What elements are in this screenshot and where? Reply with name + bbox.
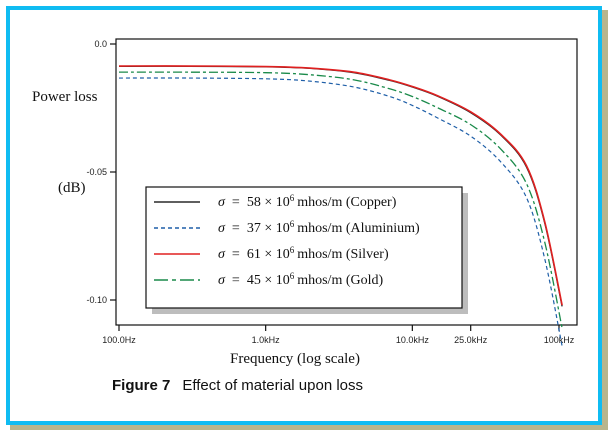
x-tick-label: 10.0kHz (396, 335, 430, 345)
y-tick-label: -0.05 (86, 167, 107, 177)
y-axis-title-line-1: Power loss (32, 89, 98, 105)
figure-caption-label: Figure 7 (112, 377, 171, 394)
legend-label-silver: σ = 61 × 106 mhos/m (Silver) (218, 245, 389, 262)
figure-caption-text: Effect of material upon loss (182, 377, 364, 394)
series-line-aluminium (118, 77, 563, 347)
legend-label-copper: σ = 58 × 106 mhos/m (Copper) (218, 193, 397, 210)
y-axis-title-line-2: (dB) (58, 180, 86, 196)
series-line-silver (118, 65, 563, 306)
y-tick-label: -0.10 (86, 295, 107, 305)
x-tick-label: 1.0kHz (252, 335, 281, 345)
x-tick-label: 25.0kHz (454, 335, 488, 345)
x-tick-label: 100kHz (544, 335, 575, 345)
x-axis-title: Frequency (log scale) (230, 351, 360, 367)
x-tick-label: 100.0Hz (102, 335, 136, 345)
legend-label-aluminium: σ = 37 × 106 mhos/m (Aluminium) (218, 219, 420, 236)
legend-label-gold: σ = 45 × 106 mhos/m (Gold) (218, 271, 383, 288)
figure-caption: Figure 7 Effect of material upon loss (112, 377, 363, 394)
legend-box (145, 186, 463, 309)
y-tick-label: 0.0 (94, 39, 107, 49)
series-line-gold (118, 71, 563, 329)
legend: σ = 58 × 106 mhos/m (Copper) σ = 37 × 106 mhos/… (145, 186, 468, 314)
